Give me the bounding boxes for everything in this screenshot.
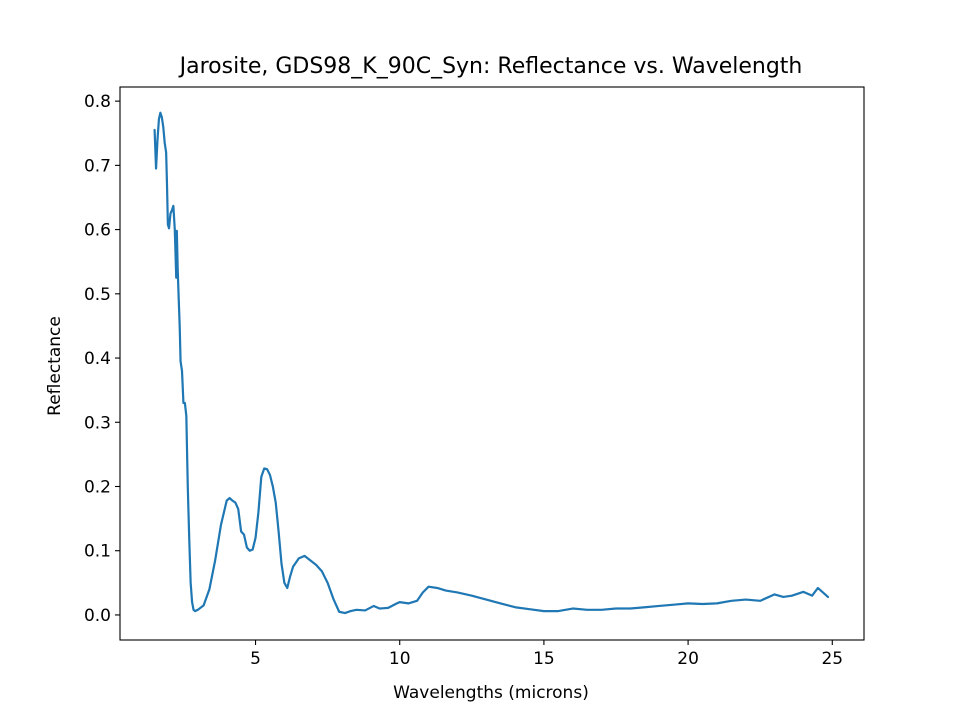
x-tick-label-2: 15 — [533, 649, 555, 669]
y-tick-label-3: 0.3 — [84, 413, 111, 433]
y-tick-label-5: 0.5 — [84, 285, 111, 305]
axes-frame — [119, 86, 865, 641]
y-tick-label-2: 0.2 — [84, 477, 111, 497]
y-tick-label-7: 0.7 — [84, 156, 111, 176]
x-tick-label-4: 25 — [821, 649, 843, 669]
x-axis-label: Wavelengths (microns) — [393, 683, 589, 703]
y-tick-label-0: 0.0 — [84, 606, 111, 626]
x-tick-label-1: 10 — [389, 649, 411, 669]
x-tick-label-0: 5 — [250, 649, 261, 669]
series-line-0 — [153, 111, 830, 615]
y-tick-label-8: 0.8 — [84, 92, 111, 112]
plot-area: 5 10 15 20 25 0.0 0.1 0.2 0.3 0.4 0.5 0.6 0.7 0.8 — [84, 86, 865, 669]
y-tick-label-6: 0.6 — [84, 221, 111, 241]
x-tick-label-3: 20 — [677, 649, 699, 669]
y-tick-label-4: 0.4 — [84, 349, 111, 369]
y-axis-label: Reflectance — [45, 316, 65, 416]
y-tick-label-1: 0.1 — [84, 542, 111, 562]
chart-title: Jarosite, GDS98_K_90C_Syn: Reflectance v… — [178, 54, 803, 79]
